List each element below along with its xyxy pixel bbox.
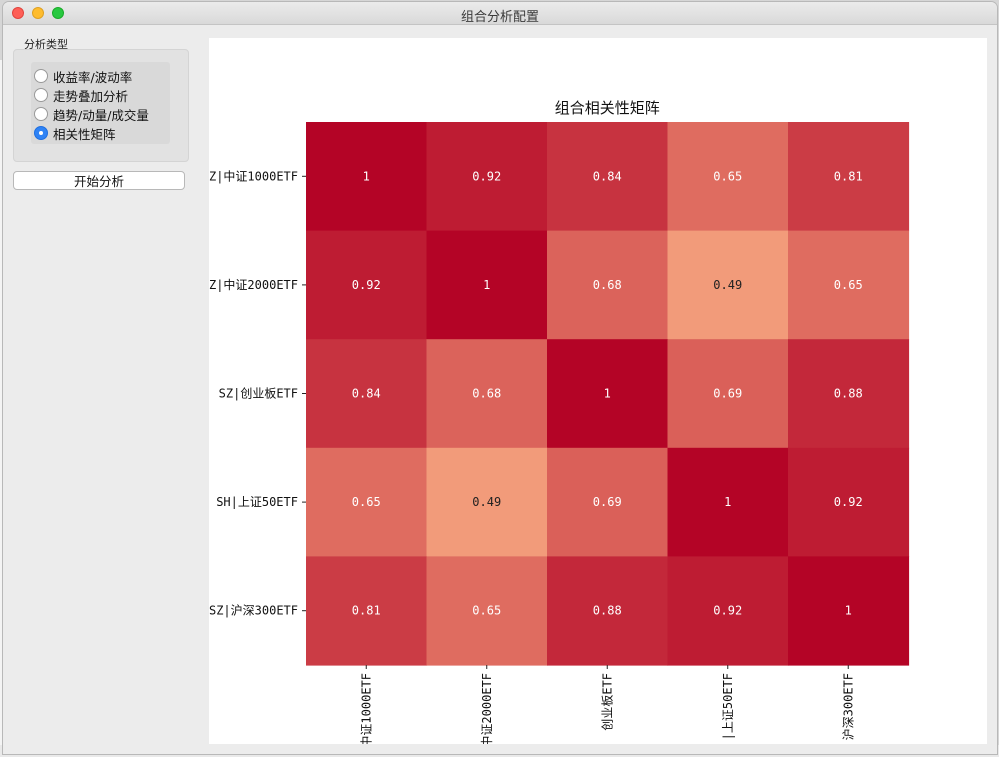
y-tick-label: Z|中证2000ETF	[209, 277, 298, 292]
heatmap-cell	[426, 230, 548, 340]
heatmap-cell-value: 1	[724, 495, 731, 509]
radio-group: 收益率/波动率 走势叠加分析 趋势/动量/成交量 相关性矩阵	[31, 62, 170, 144]
heatmap-cell-value: 0.69	[713, 387, 742, 401]
heatmap-cell-value: 0.49	[713, 278, 742, 292]
y-tick-label: SH|上证50ETF	[216, 495, 298, 509]
heatmap-cell	[426, 447, 548, 557]
heatmap-cell	[547, 122, 669, 232]
heatmap-cell-value: 0.92	[713, 604, 742, 618]
radio-button-selected[interactable]	[34, 126, 48, 140]
heatmap-cell-value: 0.88	[834, 387, 863, 401]
window-title: 组合分析配置	[460, 10, 539, 25]
heatmap-cell	[788, 447, 910, 557]
chart-canvas: 组合相关性矩阵 1 0.92 0.84 0.65 0.81 0.92 1 0.68 0.49 0.6…	[209, 38, 987, 744]
heatmap-cell	[788, 556, 910, 666]
heatmap-cell	[547, 556, 669, 666]
heatmap-cell	[667, 339, 789, 449]
heatmap-cell	[788, 339, 910, 449]
heatmap-cell-value: 1	[604, 387, 611, 401]
radio-label: 趋势/动量/成交量	[53, 107, 149, 123]
heatmap-cell-value: 0.68	[472, 387, 501, 401]
heatmap-cell-value: 1	[845, 604, 852, 618]
radio-button[interactable]	[34, 88, 48, 102]
heatmap-cell-value: 0.68	[593, 278, 622, 292]
title-bar[interactable]: 组合分析配置	[3, 2, 997, 25]
heatmap-cell	[788, 122, 910, 232]
heatmap-cell-value: 0.92	[834, 495, 863, 509]
heatmap-cell-value: 1	[483, 278, 490, 292]
heatmap-cell-value: 0.49	[472, 495, 501, 509]
zoom-window-button[interactable]	[52, 7, 64, 19]
heatmap-cell	[306, 230, 428, 340]
heatmap-cell-value: 0.65	[834, 278, 863, 292]
heatmap-cell-value: 0.65	[713, 169, 742, 183]
y-tick-label: SZ|沪深300ETF	[209, 604, 298, 618]
y-tick-label: SZ|创业板ETF	[219, 387, 298, 401]
heatmap-cell	[306, 122, 428, 232]
heatmap-cell-value: 0.92	[472, 169, 501, 183]
heatmap-cell-value: 0.81	[352, 604, 381, 618]
x-tick-label: 中证1000ETF	[358, 673, 373, 744]
heatmap-cell	[306, 339, 428, 449]
x-tick-label: |上证50ETF	[721, 673, 735, 740]
heatmap-cell	[547, 339, 669, 449]
radio-option-trend-momentum-volume[interactable]: 趋势/动量/成交量	[34, 105, 149, 123]
heatmap-cell	[426, 122, 548, 232]
heatmap-cell-value: 0.65	[352, 495, 381, 509]
minimize-window-button[interactable]	[32, 7, 44, 19]
heatmap-cell	[667, 447, 789, 557]
heatmap-cell	[426, 556, 548, 666]
heatmap-cell-value: 1	[363, 169, 370, 183]
heatmap-cell	[547, 447, 669, 557]
heatmap-cell-value: 0.84	[593, 169, 622, 183]
radio-option-returns-volatility[interactable]: 收益率/波动率	[34, 67, 132, 85]
heatmap-cell-value: 0.88	[593, 604, 622, 618]
heatmap-cell	[306, 556, 428, 666]
radio-option-correlation-matrix[interactable]: 相关性矩阵	[34, 124, 116, 142]
x-tick-label: 中证2000ETF	[479, 673, 494, 744]
heatmap-cell-value: 0.69	[593, 495, 622, 509]
analysis-type-group: 收益率/波动率 走势叠加分析 趋势/动量/成交量 相关性矩阵	[13, 49, 189, 162]
x-tick-label: 沪深300ETF	[841, 673, 855, 740]
correlation-heatmap: 组合相关性矩阵 1 0.92 0.84 0.65 0.81 0.92 1 0.68 0.49 0.6…	[209, 99, 910, 744]
start-analysis-button[interactable]: 开始分析	[13, 171, 185, 190]
radio-label: 走势叠加分析	[53, 88, 129, 104]
chart-title: 组合相关性矩阵	[555, 99, 660, 117]
radio-button[interactable]	[34, 107, 48, 121]
x-tick-label: 创业板ETF	[600, 673, 614, 731]
heatmap-cell	[667, 556, 789, 666]
heatmap-cell	[667, 122, 789, 232]
radio-label: 相关性矩阵	[53, 126, 116, 142]
heatmap-cell-value: 0.92	[352, 278, 381, 292]
analysis-config-window: 组合分析配置 分析类型 收益率/波动率 走势叠加分析 趋势/动量/成交量 相关性…	[3, 2, 997, 754]
analysis-type-label: 分析类型	[24, 38, 68, 51]
heatmap-cell-value: 0.84	[352, 387, 381, 401]
heatmap-cell	[306, 447, 428, 557]
radio-button[interactable]	[34, 69, 48, 83]
heatmap-cell	[667, 230, 789, 340]
close-window-button[interactable]	[12, 7, 24, 19]
heatmap-cell-value: 0.81	[834, 169, 863, 183]
heatmap-cell	[426, 339, 548, 449]
radio-label: 收益率/波动率	[53, 69, 133, 85]
radio-option-trend-overlay[interactable]: 走势叠加分析	[34, 86, 128, 104]
heatmap-cell	[547, 230, 669, 340]
heatmap-cell	[788, 230, 910, 340]
heatmap-cell-value: 0.65	[472, 604, 501, 618]
y-tick-label: Z|中证1000ETF	[209, 168, 298, 183]
